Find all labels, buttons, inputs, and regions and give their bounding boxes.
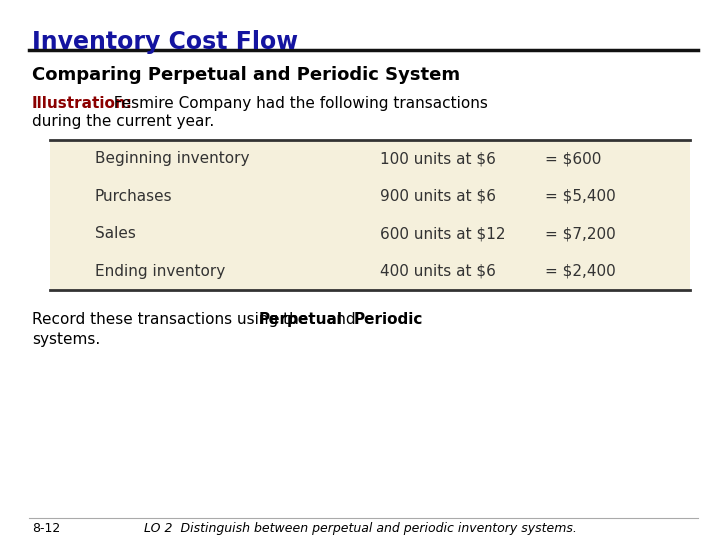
Text: Fesmire Company had the following transactions: Fesmire Company had the following transa… (104, 96, 488, 111)
Text: 100 units at $6: 100 units at $6 (380, 151, 496, 166)
Text: Record these transactions using the: Record these transactions using the (32, 312, 313, 327)
Text: Purchases: Purchases (95, 189, 173, 204)
Text: systems.: systems. (32, 332, 100, 347)
Text: 400 units at $6: 400 units at $6 (380, 264, 496, 279)
Text: LO 2  Distinguish between perpetual and periodic inventory systems.: LO 2 Distinguish between perpetual and p… (143, 522, 577, 535)
Text: 600 units at $12: 600 units at $12 (380, 226, 505, 241)
Text: 900 units at $6: 900 units at $6 (380, 189, 496, 204)
Text: and: and (322, 312, 360, 327)
Text: = $600: = $600 (545, 151, 601, 166)
Text: Comparing Perpetual and Periodic System: Comparing Perpetual and Periodic System (32, 66, 460, 84)
Text: = $2,400: = $2,400 (545, 264, 616, 279)
Text: Inventory Cost Flow: Inventory Cost Flow (32, 30, 298, 54)
Bar (50, 140, 690, 290)
Text: Sales: Sales (95, 226, 136, 241)
Text: Periodic: Periodic (354, 312, 423, 327)
Text: = $7,200: = $7,200 (545, 226, 616, 241)
Text: Ending inventory: Ending inventory (95, 264, 225, 279)
Text: Illustration:: Illustration: (32, 96, 133, 111)
Text: Beginning inventory: Beginning inventory (95, 151, 250, 166)
Text: 8-12: 8-12 (32, 522, 60, 535)
Text: during the current year.: during the current year. (32, 114, 215, 129)
Text: Perpetual: Perpetual (258, 312, 343, 327)
Text: = $5,400: = $5,400 (545, 189, 616, 204)
